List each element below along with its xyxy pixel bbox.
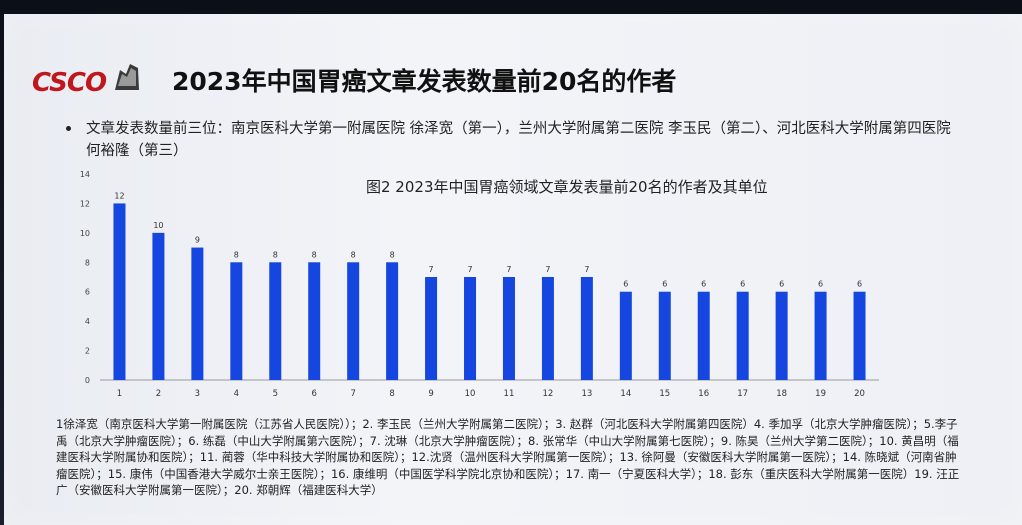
x-tick-label: 16 [698,389,709,399]
bars-group [113,203,866,380]
data-label: 6 [623,280,628,289]
x-tick-label: 18 [776,389,787,399]
x-tick-label: 11 [504,389,515,399]
bar [347,262,360,380]
y-tick-label: 0 [85,376,90,385]
data-label: 12 [114,191,124,200]
data-label: 8 [351,250,356,259]
bar-chart: 图2 2023年中国胃癌领域文章发表量前20名的作者及其单位 024681012… [80,170,879,399]
x-tick-label: 19 [815,389,826,399]
y-tick-label: 12 [80,199,90,208]
x-tick-label: 13 [581,389,592,399]
data-label: 8 [234,250,239,259]
x-tick-label: 12 [543,389,554,399]
y-tick-label: 10 [80,229,90,238]
y-tick-label: 4 [85,317,90,326]
author-list-note: 1徐泽宽（南京医科大学第一附属医院（江苏省人民医院））；2. 李玉民（兰州大学附… [56,417,960,497]
data-label: 8 [273,250,278,259]
bar [308,262,321,380]
x-tick-label: 5 [273,389,278,399]
data-label: 6 [740,280,745,289]
x-tick-label: 10 [465,389,476,399]
x-tick-label: 7 [350,389,355,399]
data-label: 7 [506,265,511,274]
bar [736,291,749,380]
data-label: 6 [857,280,862,289]
x-tick-label: 20 [854,389,865,399]
bar [580,277,593,380]
bar [775,291,788,380]
bar [230,262,243,380]
presentation-slide: CSCO 2023年中国胃癌文章发表数量前20名的作者 文章发表数量前三位：南京… [4,14,1022,525]
bar [269,262,282,380]
summary-text: 文章发表数量前三位：南京医科大学第一附属医院 徐泽宽（第一），兰州大学附属第二医… [86,121,951,159]
y-tick-label: 8 [85,258,90,267]
data-label: 7 [429,265,434,274]
bar [386,262,399,380]
bullet-dot-icon [66,126,71,131]
x-tick-label: 4 [234,389,239,399]
bar [658,291,671,380]
data-label: 8 [390,250,395,259]
bar [464,277,477,380]
x-tick-label: 6 [312,389,317,399]
data-label: 7 [467,265,472,274]
x-tick-label: 3 [195,389,200,399]
y-tick-label: 6 [85,288,90,297]
csco-logo: CSCO [32,68,107,98]
data-label: 10 [153,221,163,230]
data-label: 8 [312,250,317,259]
bar [502,277,515,380]
chart-title: 图2 2023年中国胃癌领域文章发表量前20名的作者及其单位 [366,178,768,196]
y-tick-label: 14 [80,170,90,179]
bar [113,203,126,380]
bar [191,247,204,380]
x-tick-label: 14 [620,389,631,399]
x-tick-label: 9 [428,389,433,399]
bar [541,277,554,380]
y-tick-label: 2 [85,347,90,356]
bar [814,291,827,380]
data-label: 7 [584,265,589,274]
bar [697,291,710,380]
data-label: 7 [545,265,550,274]
x-tick-label: 17 [737,389,748,399]
x-tick-label: 8 [389,389,394,399]
great-wall-logo-icon [115,64,139,90]
data-label: 6 [701,280,706,289]
slide-title: 2023年中国胃癌文章发表数量前20名的作者 [172,67,677,96]
data-label: 9 [195,236,200,245]
bar [425,277,438,380]
bar [152,232,165,380]
x-tick-label: 15 [659,389,670,399]
x-tick-label: 1 [117,389,122,399]
data-label: 6 [662,280,667,289]
x-tick-label: 2 [156,389,161,399]
bar [853,291,866,380]
data-label: 6 [779,280,784,289]
data-label: 6 [818,280,823,289]
bar [619,291,632,380]
